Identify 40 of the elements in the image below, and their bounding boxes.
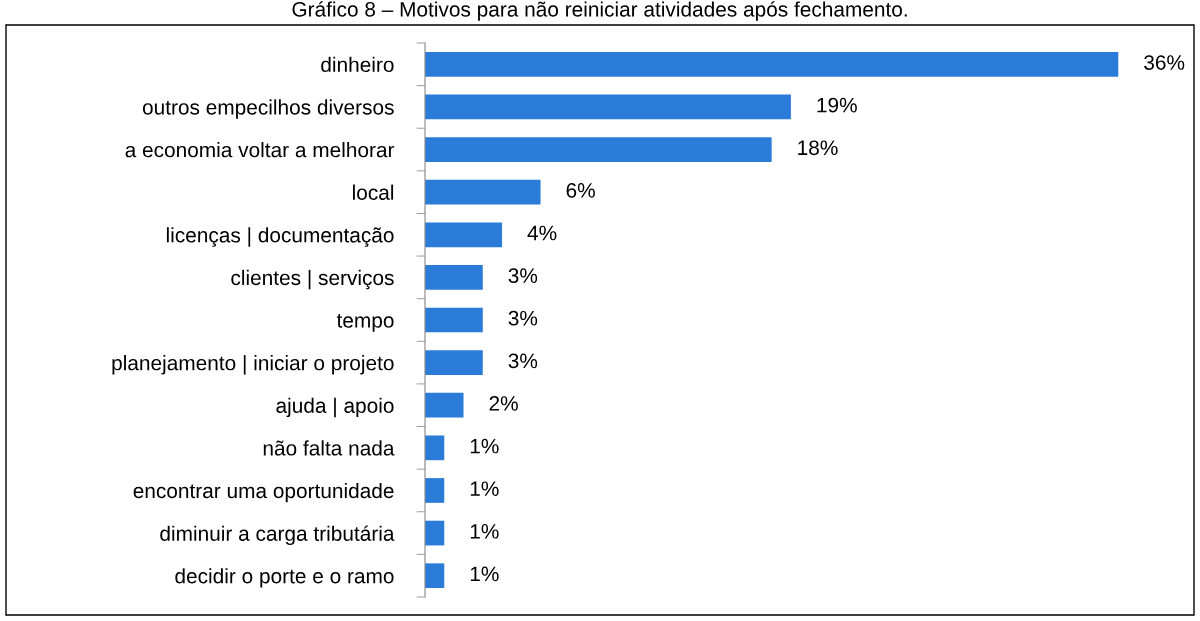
y-tick-label: dinheiro	[321, 56, 394, 73]
bar	[425, 222, 503, 248]
y-tick-label: decidir o porte e o ramo	[175, 568, 394, 588]
y-tick-label: ajuda | apoio	[276, 397, 394, 418]
bar	[425, 94, 791, 120]
data-label: 1%	[470, 566, 499, 582]
y-tick-label: encontrar uma oportunidade	[133, 482, 394, 503]
y-tick-label: clientes | serviços	[231, 269, 394, 290]
data-label: 3%	[508, 268, 538, 283]
bar	[425, 563, 445, 589]
bar	[425, 350, 483, 375]
data-label: 19%	[817, 97, 857, 113]
data-label: 1%	[470, 481, 499, 496]
bar	[425, 179, 541, 205]
data-label: 1%	[470, 438, 499, 454]
bar	[425, 392, 464, 418]
bar	[425, 137, 772, 162]
bar	[425, 51, 1119, 77]
data-label: 2%	[489, 396, 518, 411]
y-tick-label: não falta nada	[263, 440, 395, 456]
data-label: 3%	[508, 353, 538, 369]
y-tick-label: tempo	[336, 314, 394, 332]
y-tick-label: outros empecilhos diversos	[142, 99, 394, 119]
chart-title: Gráfico 8 – Motivos para não reiniciar atividades após fechamento.	[292, 1, 907, 21]
y-tick-label: planejamento | iniciar o projeto	[112, 355, 394, 375]
y-tick-label: diminuir a carga tributária	[160, 525, 395, 546]
bar	[425, 307, 483, 333]
data-label: 3%	[508, 310, 538, 326]
data-label: 36%	[1144, 55, 1185, 70]
y-tick-label: a economia voltar a melhorar	[125, 141, 395, 158]
data-label: 4%	[527, 225, 557, 241]
bar	[425, 435, 445, 461]
bar	[425, 478, 445, 503]
data-label: 6%	[566, 182, 595, 198]
y-tick-label: licenças | documentação	[166, 227, 394, 247]
data-label: 1%	[470, 524, 499, 539]
y-tick-label: local	[353, 184, 394, 200]
data-label: 18%	[798, 140, 838, 156]
bar	[425, 265, 483, 290]
bar	[425, 520, 445, 546]
